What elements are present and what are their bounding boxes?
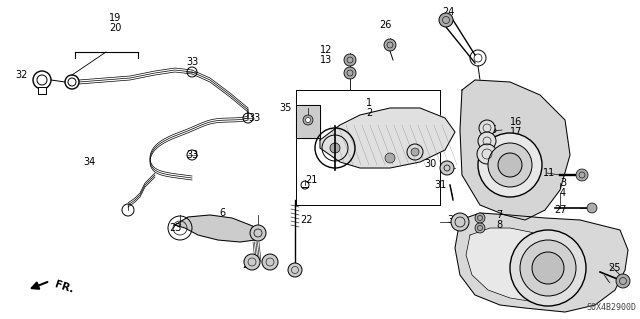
Circle shape: [411, 148, 419, 156]
Text: 18: 18: [500, 143, 512, 153]
Circle shape: [451, 213, 469, 231]
Text: 20: 20: [109, 23, 121, 33]
Text: 4: 4: [560, 188, 566, 198]
Text: 5: 5: [490, 125, 496, 135]
Polygon shape: [175, 215, 265, 242]
Circle shape: [477, 144, 497, 164]
Text: 9: 9: [265, 260, 271, 270]
Circle shape: [475, 223, 485, 233]
Circle shape: [262, 254, 278, 270]
Circle shape: [498, 153, 522, 177]
Text: FR.: FR.: [53, 279, 74, 295]
Polygon shape: [320, 108, 455, 168]
Circle shape: [616, 274, 630, 288]
Circle shape: [330, 143, 340, 153]
Text: 33: 33: [248, 113, 260, 123]
Text: 23: 23: [169, 223, 181, 233]
Text: 7: 7: [496, 210, 502, 220]
Circle shape: [384, 39, 396, 51]
Text: 33: 33: [186, 150, 198, 160]
Polygon shape: [466, 228, 585, 302]
Text: 34: 34: [84, 157, 96, 167]
Polygon shape: [460, 80, 570, 220]
Text: 6: 6: [219, 208, 225, 218]
Circle shape: [305, 117, 310, 122]
Text: 25: 25: [608, 263, 621, 273]
Circle shape: [520, 240, 576, 296]
Text: 35: 35: [280, 103, 292, 113]
Text: 31: 31: [435, 180, 447, 190]
Text: 27: 27: [554, 205, 566, 215]
Text: 13: 13: [320, 55, 332, 65]
Text: 26: 26: [379, 20, 391, 30]
Circle shape: [244, 254, 260, 270]
Circle shape: [303, 115, 313, 125]
Text: 8: 8: [496, 220, 502, 230]
Circle shape: [532, 252, 564, 284]
Text: 12: 12: [319, 45, 332, 55]
Text: S0X4B2900D: S0X4B2900D: [586, 302, 636, 311]
Text: 21: 21: [305, 175, 317, 185]
Text: 36: 36: [448, 215, 460, 225]
Text: 17: 17: [510, 127, 522, 137]
Circle shape: [439, 13, 453, 27]
Circle shape: [479, 120, 495, 136]
Text: 11: 11: [543, 168, 556, 178]
Circle shape: [576, 169, 588, 181]
Circle shape: [475, 213, 485, 223]
Circle shape: [478, 132, 496, 150]
Polygon shape: [296, 105, 320, 138]
Circle shape: [250, 225, 266, 241]
Polygon shape: [455, 213, 628, 312]
Circle shape: [385, 153, 395, 163]
Text: 32: 32: [15, 70, 28, 80]
Circle shape: [440, 161, 454, 175]
Circle shape: [344, 54, 356, 66]
Text: 22: 22: [300, 215, 312, 225]
Circle shape: [344, 67, 356, 79]
Circle shape: [587, 203, 597, 213]
Text: 3: 3: [560, 178, 566, 188]
Text: 2: 2: [366, 108, 372, 118]
Circle shape: [488, 143, 532, 187]
Circle shape: [288, 263, 302, 277]
Text: 24: 24: [442, 7, 454, 17]
Text: 30: 30: [425, 159, 437, 169]
Text: 33: 33: [186, 57, 198, 67]
Circle shape: [510, 230, 586, 306]
Bar: [38, 87, 46, 94]
Text: 1: 1: [366, 98, 372, 108]
Circle shape: [478, 133, 542, 197]
Text: 28: 28: [242, 260, 254, 270]
Text: 19: 19: [109, 13, 121, 23]
Text: 16: 16: [510, 117, 522, 127]
